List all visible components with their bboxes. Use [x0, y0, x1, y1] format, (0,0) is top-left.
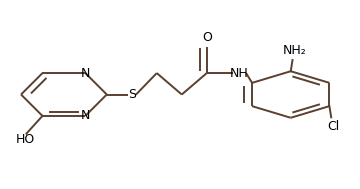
Text: NH₂: NH₂ — [283, 44, 306, 57]
Text: Cl: Cl — [327, 120, 339, 133]
Text: S: S — [128, 88, 136, 101]
Text: N: N — [81, 109, 90, 122]
Text: O: O — [202, 31, 212, 44]
Text: HO: HO — [16, 133, 35, 146]
Text: N: N — [81, 67, 90, 80]
Text: NH: NH — [230, 67, 248, 80]
